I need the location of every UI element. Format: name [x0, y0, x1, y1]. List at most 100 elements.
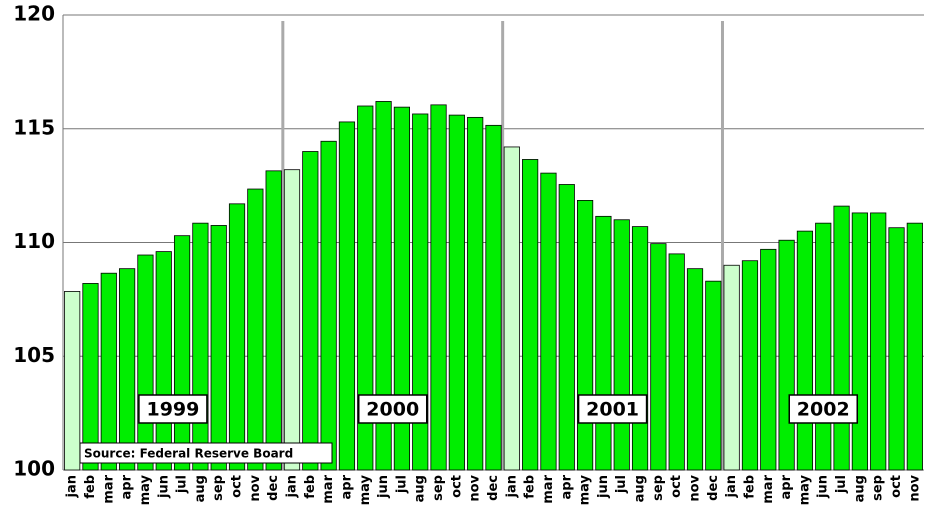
bar: [375, 101, 392, 471]
x-tick-label: nov: [248, 474, 263, 501]
bar: [833, 205, 850, 471]
x-tick-label: sep: [431, 475, 446, 501]
bar: [741, 260, 759, 471]
x-tick-label: feb: [742, 475, 757, 499]
bar: [357, 105, 374, 471]
bar: [119, 268, 136, 471]
x-tick-label: may: [578, 474, 593, 505]
bar: [485, 124, 502, 471]
x-tick-label: jan: [65, 475, 80, 498]
x-tick-label: jul: [834, 475, 849, 494]
x-tick-label: dec: [266, 475, 281, 501]
x-tick-label: feb: [83, 475, 98, 499]
x-tick-label: jun: [376, 475, 391, 499]
x-tick-label: oct: [669, 475, 684, 498]
x-tick-label: aug: [413, 475, 428, 502]
x-tick-label: jan: [284, 475, 299, 498]
x-tick-label: aug: [193, 475, 208, 502]
bar: [595, 215, 612, 471]
bar: [577, 200, 594, 471]
bar: [778, 239, 795, 471]
x-tick-label: sep: [211, 475, 226, 501]
x-tick-label: aug: [633, 475, 648, 502]
x-tick-label: may: [797, 474, 812, 505]
bar: [870, 212, 887, 471]
bar: [686, 268, 704, 471]
bar: [430, 104, 447, 471]
x-tick-label: nov: [688, 474, 703, 501]
year-label-box: [788, 394, 858, 424]
x-tick-label: mar: [101, 474, 116, 503]
x-tick-label: may: [358, 474, 373, 505]
x-tick-label: jun: [156, 475, 171, 499]
x-tick-label: apr: [779, 474, 794, 499]
year-label: 2002: [797, 399, 850, 421]
year-label-box: [138, 394, 208, 424]
bar: [503, 146, 520, 471]
bar: [228, 203, 246, 471]
bar: [906, 222, 923, 471]
x-tick-label: apr: [339, 474, 354, 499]
bar: [393, 106, 410, 471]
bar: [338, 121, 356, 471]
x-tick-label: apr: [559, 474, 574, 499]
source-box: [79, 442, 333, 464]
bar: [851, 212, 868, 471]
x-tick-label: feb: [303, 475, 318, 499]
bar: [760, 248, 777, 471]
x-tick-label: jul: [394, 475, 409, 494]
bar: [613, 219, 630, 471]
bar: [137, 254, 154, 471]
bar: [412, 113, 429, 471]
bar: [283, 169, 301, 471]
x-tick-label: jun: [596, 475, 611, 499]
year-label-box: [357, 394, 428, 424]
x-tick-label: jul: [614, 475, 629, 494]
x-tick-label: jul: [175, 475, 190, 494]
source-note: Source: Federal Reserve Board: [84, 447, 293, 461]
bar: [210, 225, 227, 471]
x-tick-label: nov: [468, 474, 483, 501]
x-tick-label: sep: [871, 475, 886, 501]
x-tick-label: mar: [761, 474, 776, 503]
x-tick-label: jun: [816, 475, 831, 499]
bar: [631, 226, 649, 471]
bar: [247, 188, 264, 471]
x-tick-label: dec: [486, 475, 501, 501]
x-tick-label: may: [138, 474, 153, 505]
x-tick-label: feb: [523, 475, 538, 499]
y-tick-label: 105: [13, 343, 55, 367]
bar: [705, 280, 722, 471]
year-label-box: [577, 394, 648, 424]
y-tick-label: 120: [13, 2, 55, 26]
bar: [668, 253, 685, 471]
y-tick-label: 100: [13, 457, 55, 481]
bar: [888, 227, 905, 471]
year-label: 1999: [146, 399, 199, 421]
bar: [265, 170, 282, 471]
bar: [448, 114, 465, 471]
y-tick-label: 115: [13, 115, 55, 139]
bar: [302, 151, 319, 471]
x-tick-label: dec: [706, 475, 721, 501]
x-tick-label: aug: [852, 475, 867, 502]
year-label: 2001: [586, 399, 639, 421]
bar: [815, 222, 832, 471]
x-tick-label: jan: [724, 475, 739, 498]
bar: [173, 235, 191, 471]
bar: [155, 251, 172, 471]
bar: [796, 230, 814, 471]
bar: [100, 272, 117, 471]
x-tick-label: mar: [321, 474, 336, 503]
x-tick-label: apr: [120, 474, 135, 499]
bar: [64, 291, 81, 471]
bar: [723, 264, 740, 471]
x-tick-label: mar: [541, 474, 556, 503]
bar: [650, 243, 667, 471]
x-tick-label: jan: [504, 475, 519, 498]
bar: [192, 222, 209, 471]
x-tick-label: oct: [889, 475, 904, 498]
x-tick-label: sep: [651, 475, 666, 501]
y-tick-label: 110: [13, 229, 55, 253]
